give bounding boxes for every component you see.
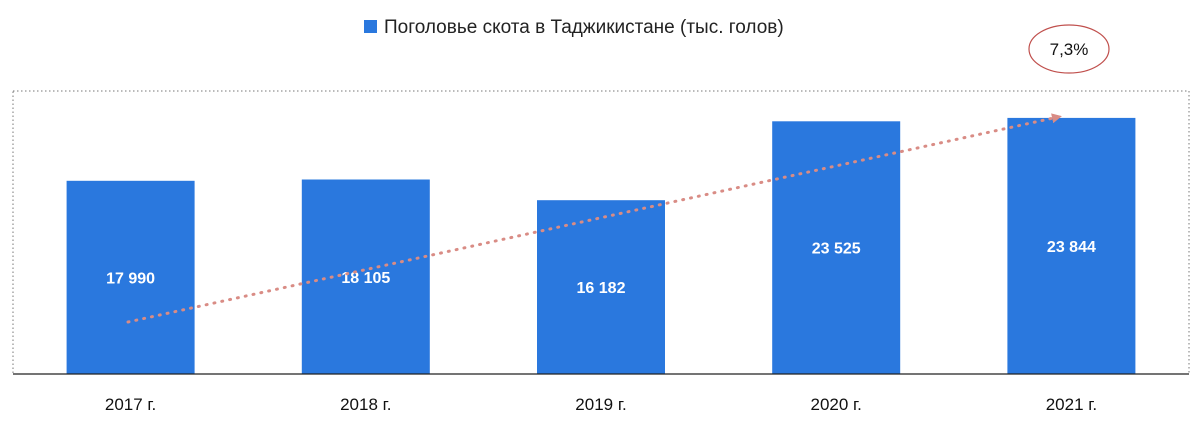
value-label-2: 18 105 xyxy=(341,270,390,287)
growth-label: 7,3% xyxy=(1050,40,1089,59)
x-tick-label-3: 2019 г. xyxy=(575,395,626,414)
bar-1 xyxy=(66,180,195,374)
x-tick-label-4: 2020 г. xyxy=(811,395,862,414)
bar-2 xyxy=(301,179,430,374)
bar-5 xyxy=(1007,117,1136,375)
plot-frame xyxy=(12,90,1190,375)
x-tick-label-2: 2018 г. xyxy=(340,395,391,414)
value-label-5: 23 844 xyxy=(1047,239,1096,256)
bar-4 xyxy=(772,121,901,374)
growth-circle xyxy=(1028,24,1110,74)
x-tick-label-1: 2017 г. xyxy=(105,395,156,414)
value-label-group: 17 990 18 105 16 182 23 525 23 844 xyxy=(106,239,1096,297)
tick-label-group: 2017 г. 2018 г. 2019 г. 2020 г. 2021 г. xyxy=(105,395,1097,414)
value-label-1: 17 990 xyxy=(106,270,155,287)
trend-arrow xyxy=(126,113,1062,324)
legend-swatch xyxy=(364,20,377,33)
value-label-4: 23 525 xyxy=(812,241,861,258)
value-label-3: 16 182 xyxy=(577,280,626,297)
legend-label: Поголовье скота в Таджикистане (тыс. гол… xyxy=(384,17,784,38)
bar-3 xyxy=(537,200,665,374)
x-tick-label-5: 2021 г. xyxy=(1046,395,1097,414)
bar-group xyxy=(66,117,1136,375)
